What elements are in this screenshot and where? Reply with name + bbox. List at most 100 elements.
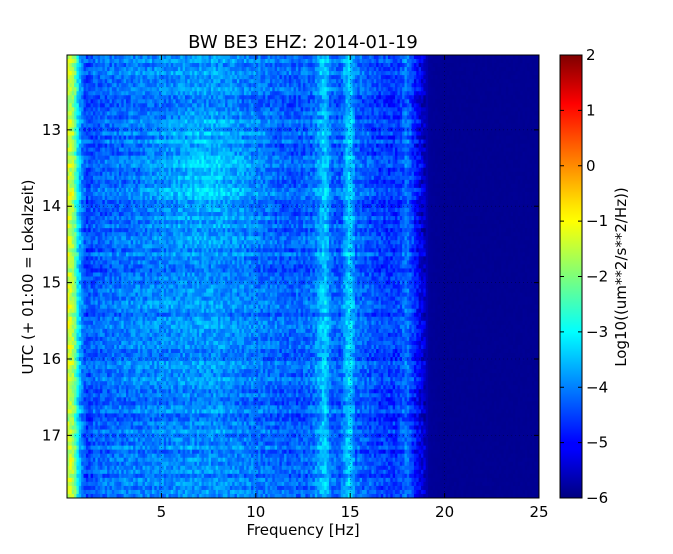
heatmap-cell xyxy=(196,95,200,100)
heatmap-cell xyxy=(279,143,283,149)
heatmap-cell xyxy=(279,59,283,64)
heatmap-cell xyxy=(295,87,299,92)
heatmap-cell xyxy=(163,119,167,124)
heatmap-cell xyxy=(524,131,528,136)
heatmap-cell xyxy=(147,111,150,116)
heatmap-cell xyxy=(104,83,108,88)
heatmap-cell xyxy=(286,119,290,124)
heatmap-cell xyxy=(151,59,155,64)
heatmap-cell xyxy=(286,107,290,112)
heatmap-cell xyxy=(380,99,384,104)
heatmap-cell xyxy=(307,139,311,144)
heatmap-cell xyxy=(288,143,292,149)
heatmap-cell xyxy=(267,103,271,108)
heatmap-cell xyxy=(402,79,405,84)
heatmap-cell xyxy=(319,83,323,88)
heatmap-cell xyxy=(246,119,250,124)
heatmap-cell xyxy=(496,151,500,157)
heatmap-cell xyxy=(142,151,146,157)
heatmap-cell xyxy=(425,55,429,60)
heatmap-cell xyxy=(234,99,238,104)
heatmap-cell xyxy=(232,151,235,157)
heatmap-cell xyxy=(180,79,184,84)
heatmap-cell xyxy=(307,95,311,100)
heatmap-cell xyxy=(364,147,368,153)
heatmap-cell xyxy=(88,91,91,96)
heatmap-cell xyxy=(135,83,139,88)
heatmap-cell xyxy=(130,115,134,120)
heatmap-cell xyxy=(81,75,84,80)
heatmap-cell xyxy=(236,87,240,92)
heatmap-cell xyxy=(262,107,266,112)
heatmap-cell xyxy=(328,87,332,92)
heatmap-cell xyxy=(397,99,401,104)
heatmap-cell xyxy=(423,55,427,60)
heatmap-cell xyxy=(140,139,143,144)
heatmap-cell xyxy=(81,143,84,149)
heatmap-cell xyxy=(199,83,202,88)
heatmap-cell xyxy=(208,135,212,140)
heatmap-cell xyxy=(470,99,474,104)
heatmap-cell xyxy=(123,143,127,149)
heatmap-cell xyxy=(310,59,313,64)
heatmap-cell xyxy=(260,135,264,140)
heatmap-cell xyxy=(508,71,512,76)
heatmap-cell xyxy=(527,79,530,84)
heatmap-cell xyxy=(465,139,469,144)
heatmap-cell xyxy=(487,131,490,136)
heatmap-cell xyxy=(97,63,101,68)
heatmap-cell xyxy=(154,95,158,100)
heatmap-cell xyxy=(300,55,304,60)
heatmap-cell xyxy=(423,103,427,108)
heatmap-cell xyxy=(378,67,382,72)
heatmap-cell xyxy=(442,103,445,108)
heatmap-cell xyxy=(461,71,464,76)
heatmap-cell xyxy=(430,67,434,72)
heatmap-cell xyxy=(392,91,396,96)
heatmap-cell xyxy=(505,131,509,136)
heatmap-cell xyxy=(451,83,455,88)
heatmap-cell xyxy=(522,139,526,144)
heatmap-cell xyxy=(144,99,148,104)
heatmap-cell xyxy=(253,67,257,72)
heatmap-cell xyxy=(477,75,481,80)
heatmap-cell xyxy=(321,111,325,116)
heatmap-cell xyxy=(319,71,323,76)
heatmap-cell xyxy=(225,139,228,144)
heatmap-cell xyxy=(517,147,521,153)
heatmap-cell xyxy=(468,139,471,144)
heatmap-cell xyxy=(288,151,292,157)
heatmap-cell xyxy=(387,59,391,64)
heatmap-cell xyxy=(128,67,132,72)
heatmap-cell xyxy=(328,119,332,124)
heatmap-cell xyxy=(161,123,165,128)
heatmap-cell xyxy=(465,75,469,80)
heatmap-cell xyxy=(267,75,271,80)
heatmap-cell xyxy=(168,107,172,112)
heatmap-cell xyxy=(88,151,91,157)
heatmap-cell xyxy=(520,107,523,112)
heatmap-cell xyxy=(151,135,155,140)
heatmap-cell xyxy=(239,119,243,124)
heatmap-cell xyxy=(102,135,106,140)
heatmap-cell xyxy=(531,59,535,64)
heatmap-cell xyxy=(517,55,521,60)
heatmap-cell xyxy=(444,99,448,104)
heatmap-cell xyxy=(437,127,441,132)
heatmap-cell xyxy=(97,119,101,124)
heatmap-cell xyxy=(97,99,101,104)
heatmap-cell xyxy=(236,139,240,144)
heatmap-cell xyxy=(456,55,460,60)
heatmap-cell xyxy=(435,151,438,157)
heatmap-cell xyxy=(78,59,82,64)
heatmap-cell xyxy=(418,111,422,116)
heatmap-cell xyxy=(166,147,169,153)
heatmap-cell xyxy=(227,119,231,124)
heatmap-cell xyxy=(496,143,500,149)
heatmap-cell xyxy=(421,79,424,84)
heatmap-cell xyxy=(501,131,504,136)
heatmap-cell xyxy=(88,83,91,88)
heatmap-cell xyxy=(399,115,403,120)
heatmap-cell xyxy=(357,143,361,149)
heatmap-cell xyxy=(130,119,134,124)
